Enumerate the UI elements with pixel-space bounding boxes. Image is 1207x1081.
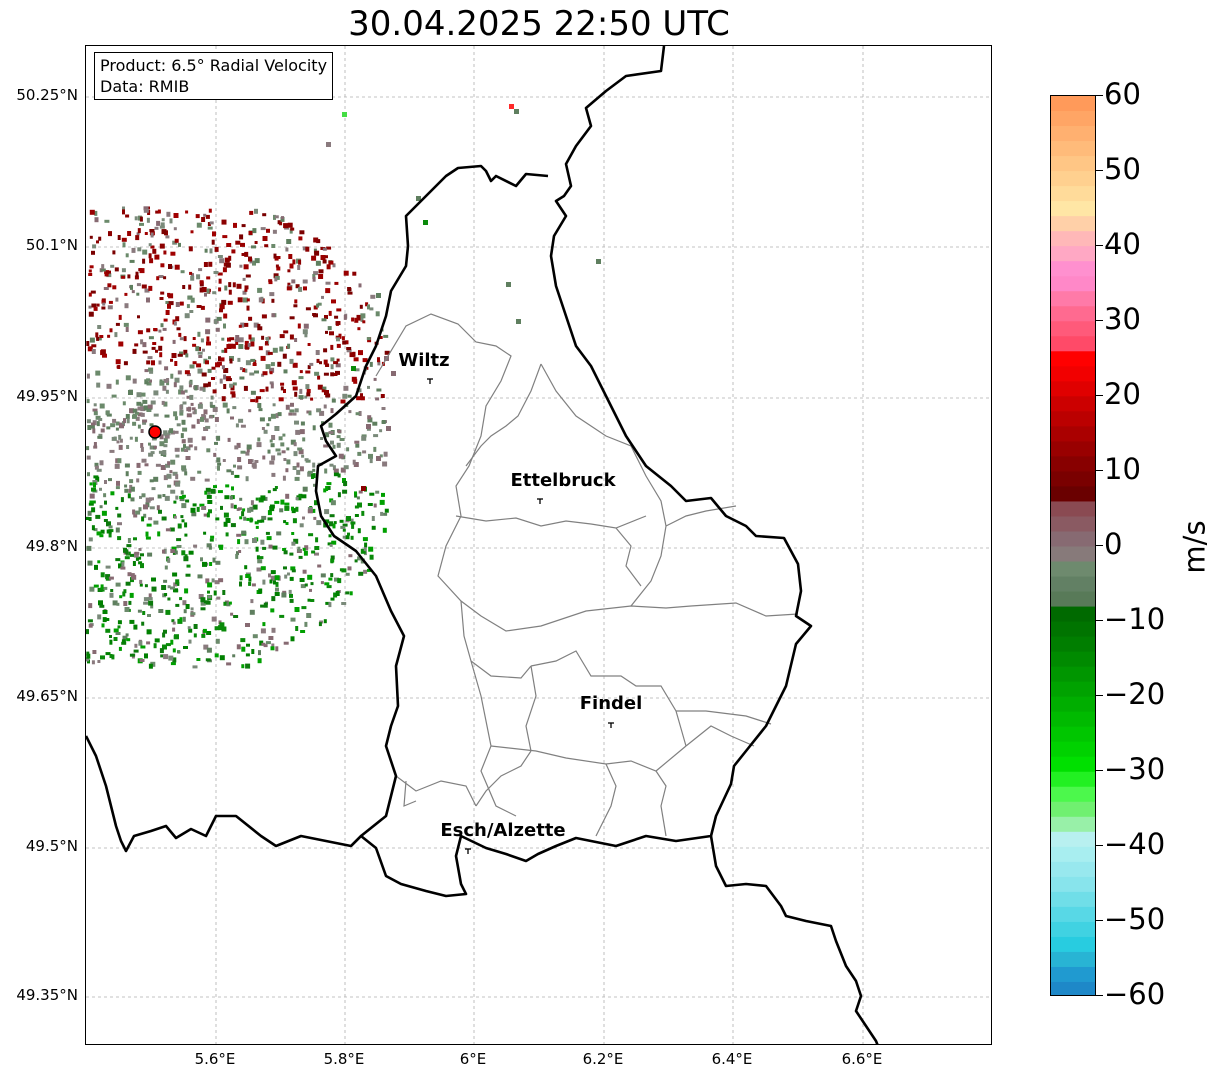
radar-site-marker: [148, 425, 162, 439]
colorbar-tick-mark: [1096, 920, 1103, 921]
colorbar-tick-label: −10: [1104, 602, 1166, 636]
lon-label: 5.6°E: [194, 1050, 236, 1068]
lat-label: 49.8°N: [25, 537, 78, 555]
colorbar-tick-label: 50: [1104, 152, 1141, 186]
colorbar-tick-mark: [1096, 695, 1103, 696]
product-label: Product: 6.5° Radial Velocity: [100, 56, 328, 75]
colorbar-tick-mark: [1096, 395, 1103, 396]
city-label-wiltz: Wiltz: [398, 350, 450, 371]
colorbar-tick-mark: [1096, 770, 1103, 771]
city-label-ettelbruck: Ettelbruck: [510, 470, 616, 491]
lat-label: 50.1°N: [25, 236, 78, 254]
colorbar-tick-label: −40: [1104, 827, 1166, 861]
lon-label: 6°E: [459, 1050, 487, 1068]
colorbar-tick-label: 20: [1104, 377, 1141, 411]
product-info-box: Product: 6.5° Radial Velocity Data: RMIB: [94, 52, 334, 100]
lat-label: 49.35°N: [16, 986, 78, 1004]
colorbar-unit-label: m/s: [1177, 520, 1207, 574]
lat-label: 49.5°N: [25, 837, 78, 855]
lon-label: 5.8°E: [323, 1050, 365, 1068]
country-borders: [86, 46, 879, 1044]
colorbar-tick-mark: [1096, 95, 1103, 96]
colorbar-tick-mark: [1096, 845, 1103, 846]
colorbar-tick-mark: [1096, 470, 1103, 471]
radar-map[interactable]: [85, 45, 992, 1045]
colorbar-tick-label: 60: [1104, 77, 1141, 111]
radar-echoes: [86, 104, 601, 669]
colorbar-tick-mark: [1096, 995, 1103, 996]
map-title: 30.04.2025 22:50 UTC: [348, 4, 730, 44]
colorbar-tick-mark: [1096, 170, 1103, 171]
city-label-esch-alzette: Esch/Alzette: [440, 820, 566, 841]
velocity-colorbar: [1050, 95, 1096, 996]
data-source-label: Data: RMIB: [100, 77, 190, 96]
lon-label: 6.2°E: [582, 1050, 624, 1068]
colorbar-tick-mark: [1096, 320, 1103, 321]
colorbar-tick-label: 30: [1104, 302, 1141, 336]
lat-label: 49.65°N: [16, 687, 78, 705]
colorbar-gradient: [1051, 96, 1095, 995]
lon-label: 6.6°E: [841, 1050, 883, 1068]
colorbar-tick-mark: [1096, 545, 1103, 546]
city-markers: [427, 378, 614, 854]
colorbar-tick-mark: [1096, 245, 1103, 246]
colorbar-tick-label: −60: [1104, 977, 1166, 1011]
lat-label: 49.95°N: [16, 387, 78, 405]
grid-lines: [86, 46, 991, 1044]
colorbar-tick-label: −30: [1104, 752, 1166, 786]
colorbar-tick-label: 40: [1104, 227, 1141, 261]
canton-boundaries: [375, 313, 799, 837]
map-canvas: [86, 46, 991, 1044]
colorbar-tick-label: 0: [1104, 527, 1123, 561]
colorbar-tick-label: 10: [1104, 452, 1141, 486]
colorbar-tick-mark: [1096, 620, 1103, 621]
colorbar-tick-label: −50: [1104, 902, 1166, 936]
lon-label: 6.4°E: [711, 1050, 753, 1068]
colorbar-tick-label: −20: [1104, 677, 1166, 711]
lat-label: 50.25°N: [16, 86, 78, 104]
city-label-findel: Findel: [579, 693, 643, 714]
